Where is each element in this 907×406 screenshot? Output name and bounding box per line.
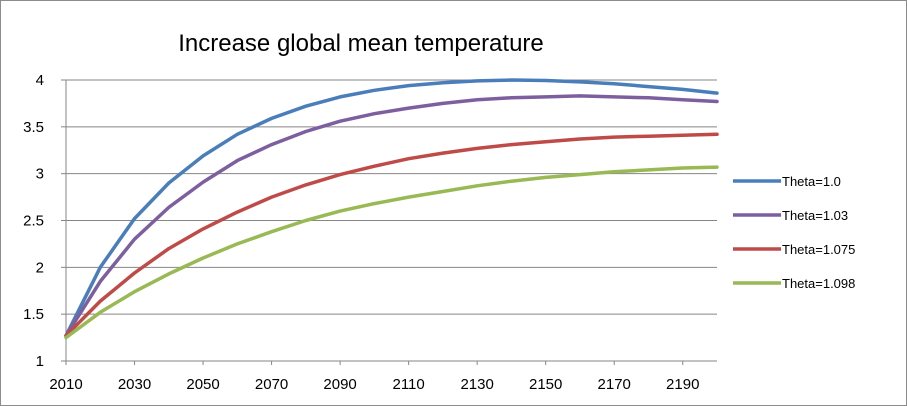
x-tick-label: 2190 bbox=[666, 376, 699, 393]
legend-label: Theta=1.098 bbox=[782, 276, 855, 291]
legend-label: Theta=1.0 bbox=[782, 174, 841, 189]
y-axis-ticks: 1 1.5 2 2.5 3 3.5 4 bbox=[23, 72, 66, 370]
gridlines bbox=[66, 79, 717, 315]
series-line bbox=[64, 78, 719, 338]
legend-label: Theta=1.075 bbox=[782, 242, 855, 257]
legend-label: Theta=1.03 bbox=[782, 208, 848, 223]
y-tick-label: 1.5 bbox=[23, 306, 44, 323]
chart-title: Increase global mean temperature bbox=[178, 30, 544, 57]
x-tick-label: 2030 bbox=[118, 376, 151, 393]
x-tick-label: 2090 bbox=[323, 376, 356, 393]
y-tick-label: 3 bbox=[36, 166, 44, 183]
y-tick-label: 3.5 bbox=[23, 119, 44, 136]
y-tick-label: 2 bbox=[36, 259, 44, 276]
series-lines bbox=[64, 78, 719, 340]
x-tick-label: 2150 bbox=[529, 376, 562, 393]
y-tick-label: 4 bbox=[36, 72, 44, 89]
y-tick-label: 1 bbox=[36, 353, 44, 370]
series-line bbox=[64, 165, 719, 340]
series-line bbox=[64, 132, 719, 338]
x-tick-label: 2110 bbox=[392, 376, 424, 393]
y-tick-label: 2.5 bbox=[23, 213, 44, 230]
series-line bbox=[64, 94, 719, 338]
x-tick-label: 2010 bbox=[49, 376, 82, 393]
legend: Theta=1.0 Theta=1.03 Theta=1.075 Theta=1.09… bbox=[733, 174, 855, 291]
x-tick-label: 2050 bbox=[186, 376, 219, 393]
x-tick-label: 2070 bbox=[255, 376, 288, 393]
x-tick-label: 2130 bbox=[460, 376, 493, 393]
x-tick-label: 2170 bbox=[598, 376, 631, 393]
x-axis-ticks: 2010 2030 2050 2070 2090 2110 2130 2150 2170 2190 bbox=[49, 361, 699, 393]
